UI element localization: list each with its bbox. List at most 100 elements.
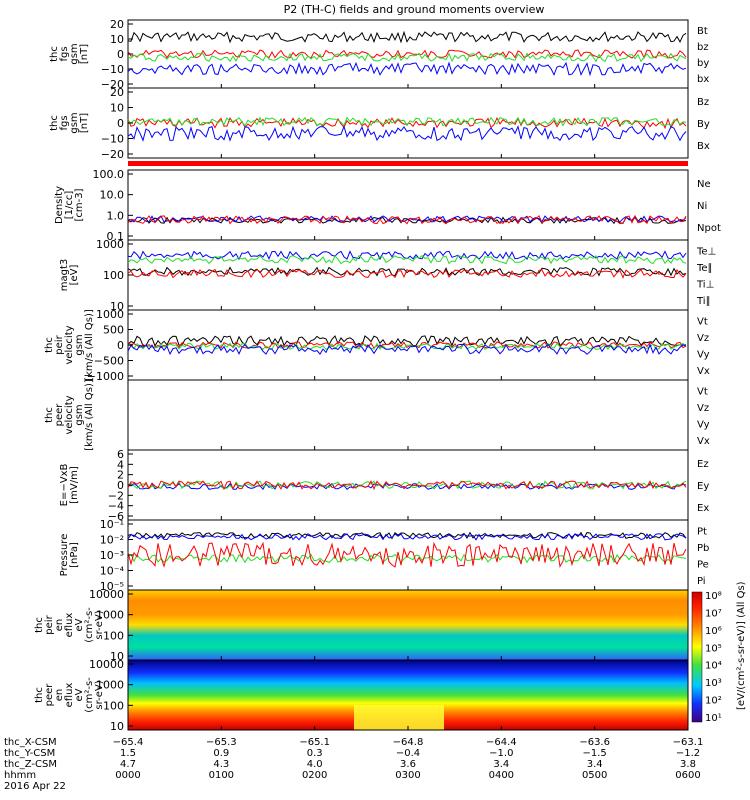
- series-line-peir-velocity-2: [127, 342, 687, 351]
- y-tick-label: 6: [117, 448, 124, 461]
- y-axis-label: gsm: [74, 334, 85, 355]
- series-line-fgs-gsm-top-2: [127, 52, 687, 63]
- y-axis-label: [km/s (All Qs)]: [84, 379, 95, 451]
- series-line-temperature-1: [127, 254, 687, 265]
- series-line-efield-2: [127, 480, 687, 491]
- y-axis-label: en: [54, 689, 65, 702]
- colorbar-tick-label: 10⁴: [705, 661, 722, 672]
- y-tick-label: −4: [108, 500, 124, 513]
- y-axis-label: thc: [34, 617, 45, 633]
- y-axis-label: E=−VxB: [59, 464, 70, 507]
- legend-entry: Te⊥: [696, 246, 716, 257]
- legend-entry: Pb: [697, 543, 709, 554]
- y-axis-label: thc: [34, 687, 45, 703]
- y-tick-label: 2: [117, 469, 124, 482]
- flag-bar: [128, 161, 688, 166]
- legend-entry: Ne: [697, 179, 711, 190]
- y-tick-label: 0: [117, 48, 124, 61]
- y-axis-label: [nT]: [79, 113, 90, 133]
- x-axis-row-label: hhmm: [4, 770, 36, 781]
- x-tick-label: 0300: [395, 770, 420, 781]
- y-tick-label: −10: [101, 133, 124, 146]
- y-tick-label: −1000: [87, 370, 124, 383]
- series-line-temperature-3: [127, 268, 687, 279]
- x-tick-label: 4.7: [120, 759, 136, 770]
- series-line-fgs-gsm-bottom-2: [127, 124, 687, 142]
- x-tick-label: 4.3: [213, 759, 229, 770]
- y-tick-label: 1000: [96, 679, 124, 692]
- series-line-peir-velocity-0: [127, 335, 686, 347]
- y-axis-label: peer: [44, 683, 55, 707]
- y-axis-label: thc: [44, 407, 55, 423]
- y-tick-label: 100.0: [93, 168, 125, 181]
- y-tick-label: 10000: [89, 658, 124, 671]
- x-tick-label: 0000: [115, 770, 140, 781]
- y-axis-label: gsm: [69, 43, 80, 64]
- x-tick-label: −63.1: [673, 737, 704, 748]
- y-tick-label: 0: [117, 117, 124, 130]
- legend-entry: Ez: [697, 459, 709, 470]
- x-tick-label: −65.4: [113, 737, 144, 748]
- y-axis-label: thc: [49, 46, 60, 62]
- y-axis-label: magt3: [59, 259, 70, 292]
- legend-entry: Ni: [697, 201, 707, 212]
- y-tick-label: 10: [110, 720, 124, 733]
- x-tick-label: 0600: [675, 770, 700, 781]
- figure-title: P2 (TH-C) fields and ground moments over…: [284, 3, 545, 16]
- date-label: 2016 Apr 22: [4, 781, 66, 792]
- y-axis-label: [eV]: [69, 265, 80, 286]
- series-line-temperature-2: [127, 266, 687, 277]
- y-axis-label: (cm²-s-: [84, 607, 95, 643]
- y-axis-label: fgs: [59, 46, 70, 61]
- series-line-temperature-0: [127, 250, 687, 261]
- legend-entry: Vt: [697, 386, 708, 397]
- x-tick-label: −1.2: [676, 748, 700, 759]
- y-tick-label: −20: [101, 148, 124, 161]
- legend-entry: Vt: [697, 316, 708, 327]
- colorbar-tick-label: 10⁸: [705, 591, 722, 602]
- y-axis-label: [nT]: [79, 44, 90, 64]
- y-axis-label: gsm: [74, 404, 85, 425]
- y-tick-label: 10: [110, 650, 124, 663]
- y-tick-label: 10000: [89, 588, 124, 601]
- series-line-pressure-3: [127, 541, 687, 568]
- x-axis-row-label: thc_Y-CSM: [4, 748, 55, 759]
- legend-entry: Npot: [697, 223, 721, 234]
- y-axis-label: thc: [44, 337, 55, 353]
- legend-entry: Pt: [697, 526, 707, 537]
- y-tick-label: −20: [101, 78, 124, 91]
- legend-entry: Bz: [697, 97, 709, 108]
- legend-entry: bx: [697, 74, 709, 85]
- x-tick-label: −63.6: [579, 737, 610, 748]
- y-tick-label: 10.0: [100, 189, 125, 202]
- y-axis-label: en: [54, 619, 65, 632]
- x-tick-label: 0.9: [213, 748, 229, 759]
- legend-entry: Vz: [697, 333, 709, 344]
- colorbar-tick-label: 10²: [705, 696, 722, 707]
- y-axis-label: [km/s (All Qs)]: [84, 309, 95, 381]
- legend-entry: Ey: [697, 481, 709, 492]
- series-line-density-1: [127, 215, 687, 223]
- series-line-peir-velocity-3: [127, 342, 687, 356]
- y-axis-label: eflux: [64, 683, 75, 708]
- y-axis-label: eV: [74, 688, 85, 701]
- x-tick-label: −64.4: [486, 737, 517, 748]
- x-tick-label: 0.3: [307, 748, 323, 759]
- x-tick-label: 0200: [302, 770, 327, 781]
- series-line-fgs-gsm-bottom-0: [127, 116, 687, 130]
- y-tick-label: 0: [117, 479, 124, 492]
- x-tick-label: 0500: [582, 770, 607, 781]
- y-tick-label: 10: [110, 33, 124, 46]
- y-tick-label: 100: [103, 629, 124, 642]
- y-tick-label: 10⁻³: [100, 549, 124, 562]
- x-axis-row-label: thc_Z-CSM: [4, 759, 57, 770]
- y-axis-label: (cm²-s-: [84, 677, 95, 713]
- y-tick-label: 10⁻²: [100, 534, 124, 547]
- y-axis-label: gsm: [69, 112, 80, 133]
- x-tick-label: 3.8: [680, 759, 696, 770]
- y-axis-label: Pressure: [59, 534, 70, 577]
- x-tick-label: 3.4: [587, 759, 603, 770]
- legend-entry: By: [697, 119, 710, 130]
- x-tick-label: 0100: [209, 770, 234, 781]
